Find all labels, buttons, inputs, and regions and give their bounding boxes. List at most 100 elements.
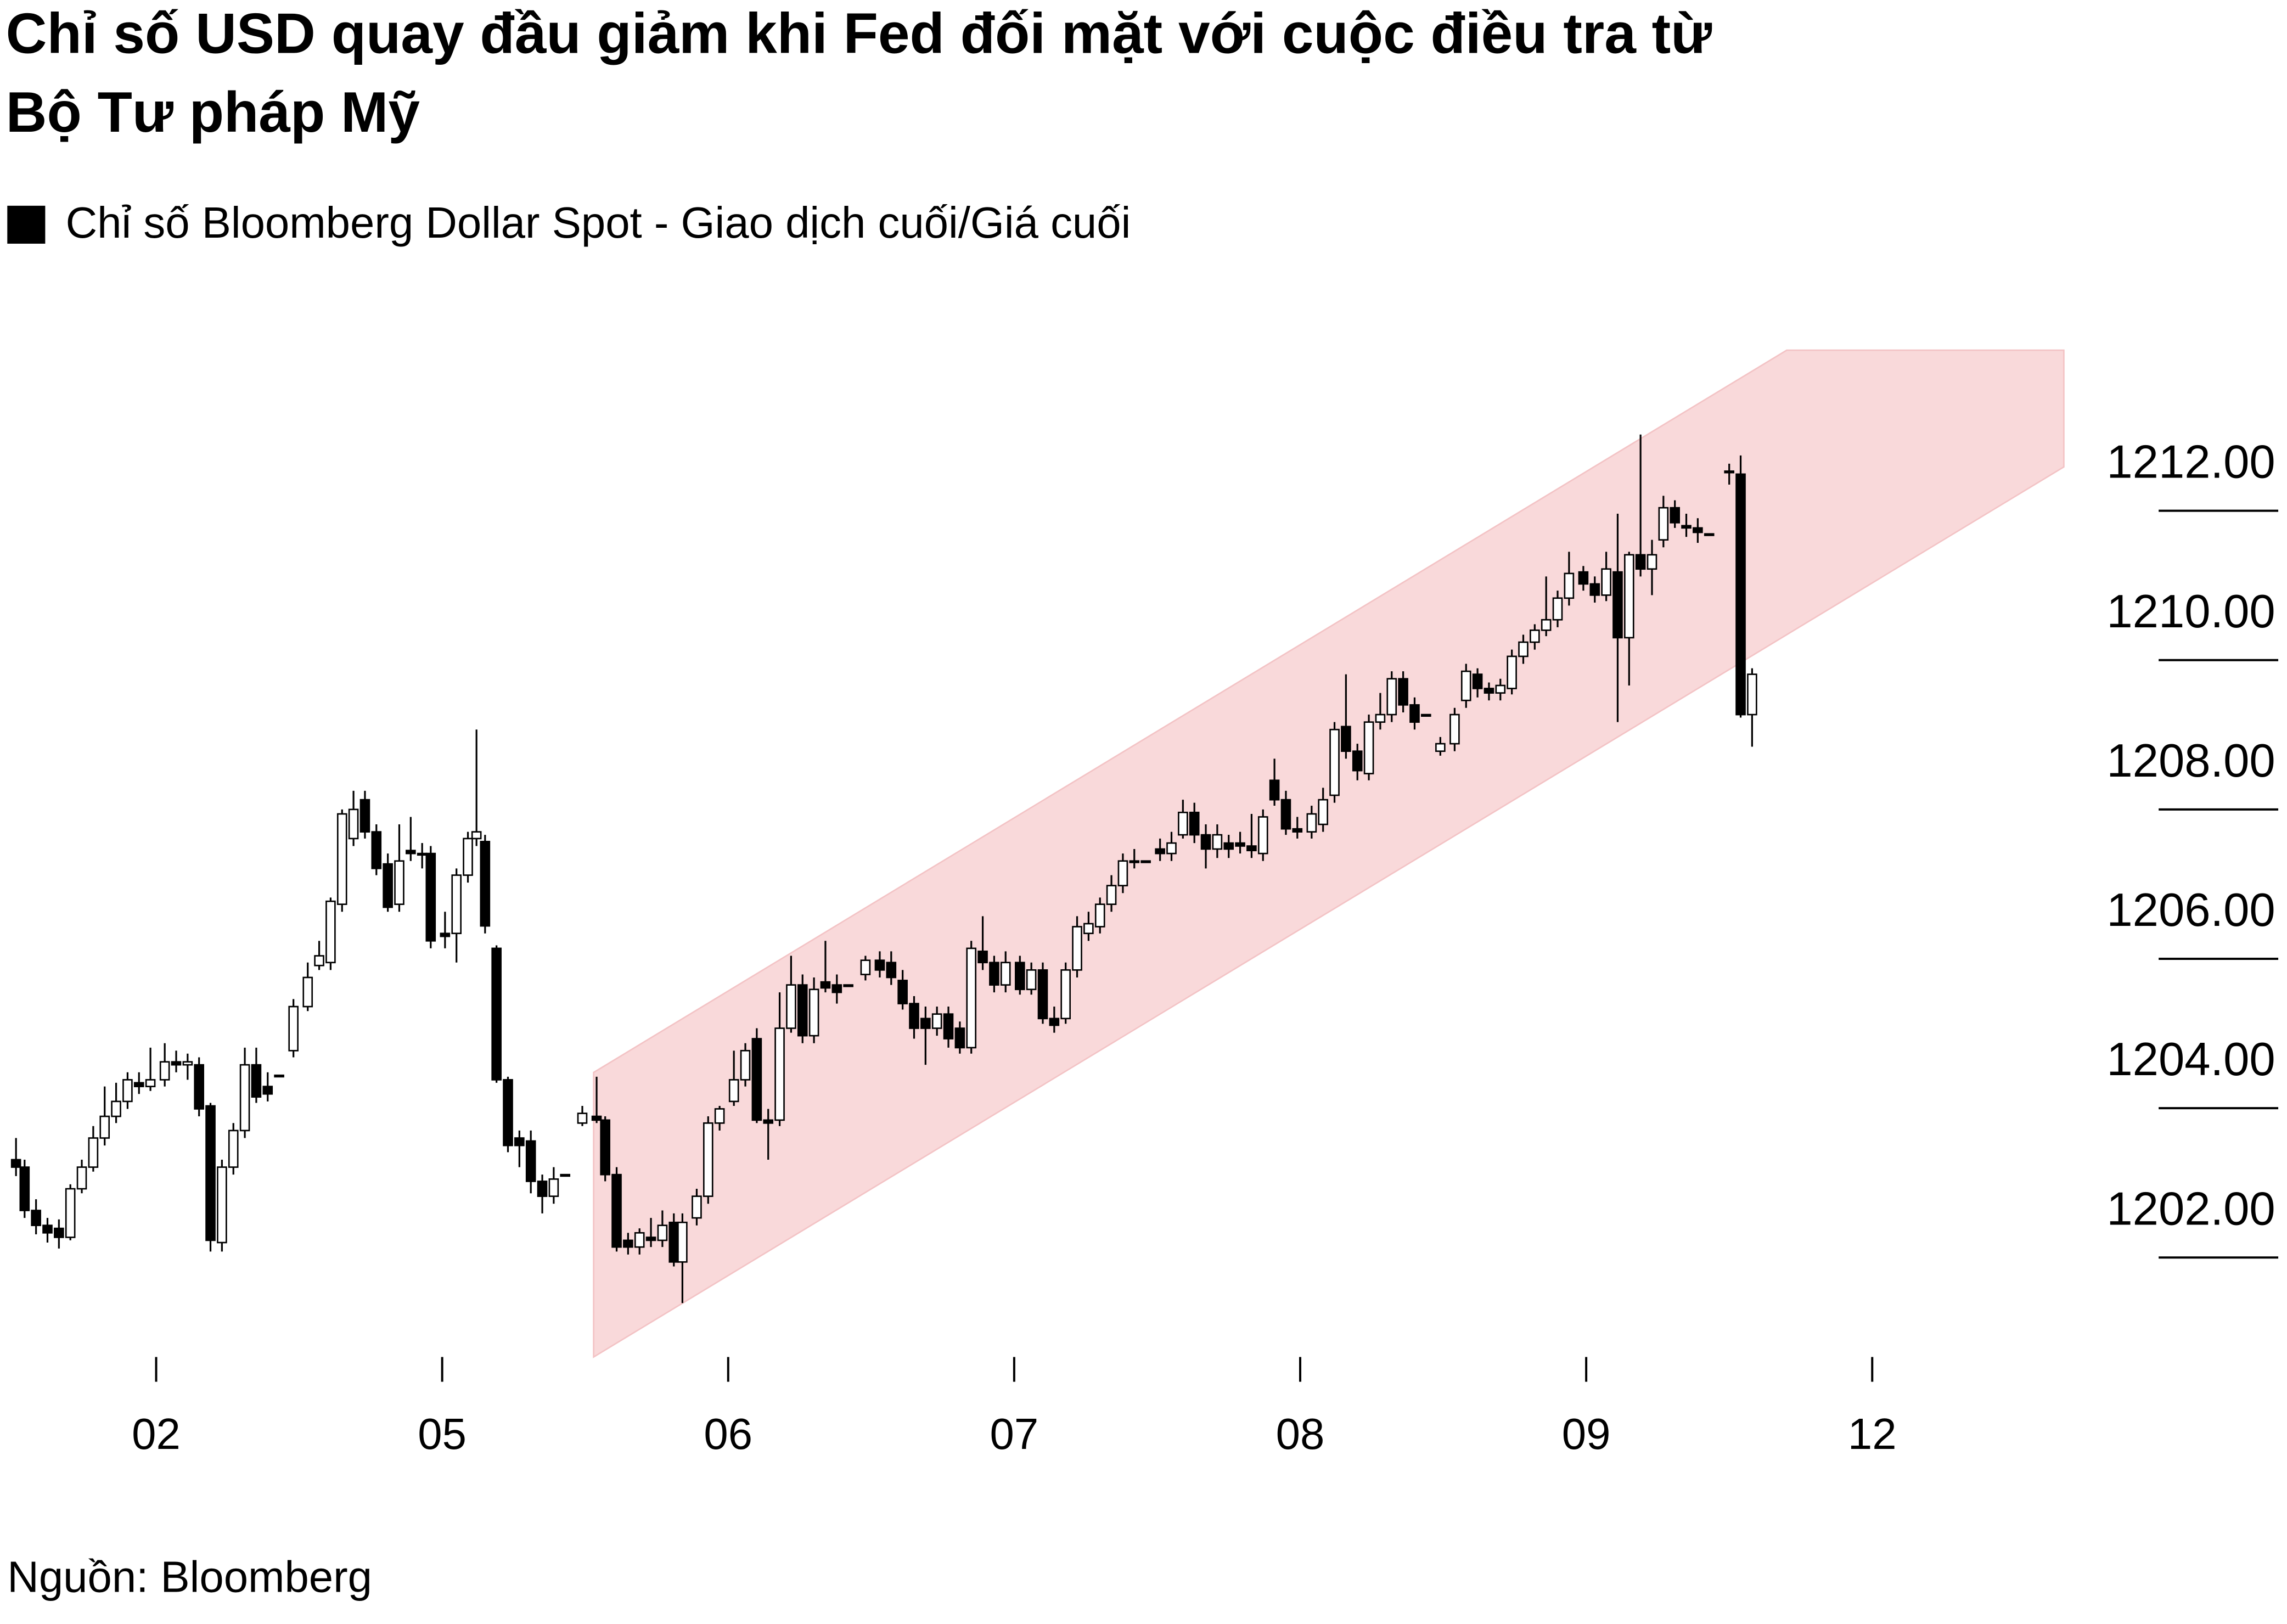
candle-body: [145, 1079, 156, 1087]
candle-body: [10, 1159, 21, 1168]
candle-body: [1589, 583, 1600, 596]
candle-body: [1735, 473, 1746, 716]
candle-body: [159, 1061, 170, 1081]
candle-body: [1704, 533, 1715, 536]
candle-body: [1386, 678, 1397, 716]
candle-body: [1037, 969, 1048, 1020]
candle-body: [1269, 779, 1280, 801]
candle-body: [645, 1237, 656, 1241]
candle-body: [1449, 713, 1460, 745]
candle-body: [1472, 673, 1483, 689]
candle-body: [920, 1018, 931, 1029]
candle-body: [122, 1079, 133, 1103]
candle-body: [1026, 969, 1037, 991]
candle-body: [88, 1137, 99, 1168]
candle-body: [171, 1061, 182, 1066]
candle-body: [1460, 670, 1471, 701]
candle-body: [560, 1173, 571, 1177]
y-tick-label: 1202.00: [2106, 1183, 2275, 1235]
candle-body: [1140, 860, 1151, 863]
candle-body: [1015, 962, 1025, 991]
candle-body: [1329, 728, 1340, 796]
candle-body: [65, 1188, 76, 1238]
x-tick-label: 02: [132, 1409, 181, 1458]
candle-body: [1166, 842, 1177, 855]
candle-body: [1000, 962, 1011, 986]
candle-body: [1635, 554, 1646, 570]
candle-body: [1083, 923, 1094, 935]
candle-body: [1507, 655, 1517, 689]
candle-body: [874, 959, 885, 971]
candle-body: [251, 1064, 262, 1098]
candle-body: [728, 1079, 739, 1103]
candle-body: [314, 955, 324, 966]
candle-body: [668, 1221, 679, 1263]
y-tick-label: 1212.00: [2106, 436, 2275, 488]
candle-body: [1564, 572, 1575, 599]
candle-body: [1178, 811, 1188, 836]
candle-body: [1049, 1018, 1060, 1026]
candle-body: [634, 1232, 645, 1248]
candle-body: [1352, 750, 1363, 772]
candle-body: [1747, 673, 1757, 716]
candle-body: [1435, 743, 1446, 752]
candle-body: [205, 1105, 216, 1241]
candle-body: [217, 1166, 227, 1244]
candle-body: [1578, 571, 1589, 585]
candle-body: [537, 1181, 548, 1197]
candle-body: [471, 831, 482, 840]
candle-body: [111, 1100, 121, 1117]
candle-body: [677, 1221, 688, 1263]
candle-body: [931, 1013, 942, 1029]
candle-body: [954, 1027, 965, 1049]
candle-body: [1060, 969, 1071, 1020]
candle-body: [820, 981, 831, 989]
candle-body: [239, 1064, 250, 1132]
candle-body: [406, 850, 416, 855]
y-tick-label: 1210.00: [2106, 586, 2275, 638]
candle-body: [1375, 713, 1386, 723]
candle-body: [288, 1005, 299, 1052]
candle-body: [514, 1137, 525, 1147]
candle-body: [336, 813, 347, 905]
candle-body: [1155, 848, 1165, 855]
chart-title: Bộ Tư pháp Mỹ: [6, 80, 420, 144]
candle-body: [989, 962, 999, 986]
x-tick-label: 06: [704, 1409, 752, 1458]
candle-body: [1552, 597, 1563, 621]
candle-body: [503, 1079, 513, 1147]
legend-swatch: [7, 205, 46, 244]
legend-label: Chỉ số Bloomberg Dollar Spot - Giao dịch…: [66, 198, 1131, 247]
candle-body: [740, 1049, 751, 1081]
candle-body: [480, 841, 491, 927]
candle-body: [1189, 811, 1200, 836]
candle-body: [302, 976, 313, 1008]
candle-body: [274, 1074, 284, 1078]
candle-body: [1693, 527, 1703, 533]
candle-body: [1212, 834, 1223, 850]
candle-body: [1129, 860, 1140, 863]
candle-body: [1601, 568, 1611, 596]
y-tick-label: 1208.00: [2106, 735, 2275, 787]
candle-body: [797, 984, 808, 1037]
candle-body: [1530, 629, 1540, 643]
candle-body: [417, 852, 428, 856]
candle-body: [1670, 507, 1680, 524]
candle-body: [1647, 554, 1657, 570]
candle-body: [774, 1027, 785, 1121]
x-tick-label: 07: [990, 1409, 1039, 1458]
candle-body: [786, 984, 796, 1029]
candle-body: [182, 1061, 193, 1066]
candle-body: [359, 799, 370, 833]
candle-body: [977, 951, 988, 964]
candle-body: [1306, 813, 1317, 833]
candle-body: [76, 1166, 87, 1190]
candle-body: [491, 947, 502, 1081]
candle-body: [657, 1224, 668, 1241]
candle-body: [1094, 903, 1105, 928]
candle-body: [1484, 688, 1494, 694]
candle-body: [31, 1210, 41, 1227]
candle-body: [600, 1119, 610, 1176]
